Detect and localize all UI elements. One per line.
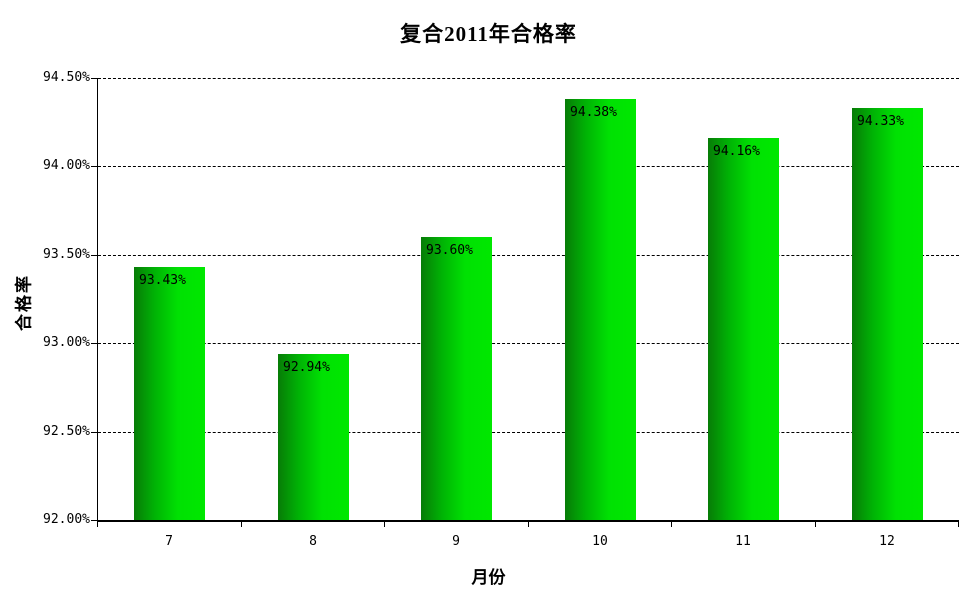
bar: 93.43% (134, 267, 205, 520)
bar-value-label: 94.16% (713, 144, 760, 159)
y-axis-tick (91, 254, 97, 256)
bar: 93.60% (421, 237, 492, 520)
x-tick-label: 8 (309, 534, 317, 549)
y-axis-tick (91, 78, 97, 79)
bar-value-label: 94.33% (857, 114, 904, 129)
bar-value-label: 92.94% (283, 360, 330, 375)
x-axis-tick (528, 521, 529, 527)
bar: 94.38% (565, 99, 636, 520)
gridline (98, 431, 959, 433)
y-tick-label: 93.00% (43, 335, 90, 351)
x-axis-title: 月份 (471, 568, 506, 587)
x-tick-label: 7 (165, 534, 173, 549)
gridline (98, 254, 959, 256)
bar: 94.33% (852, 108, 923, 520)
x-tick-label: 10 (592, 534, 608, 549)
bar: 92.94% (278, 354, 349, 520)
y-axis-tick (91, 520, 97, 521)
y-tick-label: 94.50% (43, 70, 90, 85)
x-tick-label: 9 (452, 534, 460, 549)
x-tick-label: 11 (735, 534, 751, 549)
y-tick-label: 92.00% (43, 512, 90, 527)
y-tick-label: 92.50% (43, 423, 90, 439)
x-axis-tick (671, 521, 672, 527)
x-axis-tick (241, 521, 242, 527)
x-axis-tick (97, 521, 98, 527)
gridline (98, 343, 959, 345)
y-axis-tick (91, 343, 97, 345)
bar-value-label: 93.60% (426, 243, 473, 258)
x-axis-tick (958, 521, 959, 527)
x-tick-label: 12 (879, 534, 895, 549)
y-tick-label: 93.50% (43, 246, 90, 262)
bar-value-label: 93.43% (139, 273, 186, 288)
y-axis-tick (91, 431, 97, 433)
bar-value-label: 94.38% (570, 105, 617, 120)
gridline (98, 78, 959, 79)
plot-area: 93.43% 92.94% 93.60% 94.38% 94.16% 94.33% (97, 78, 959, 522)
chart-title: 复合2011年合格率 (400, 22, 577, 46)
x-axis-tick (815, 521, 816, 527)
x-axis-tick (384, 521, 385, 527)
bar: 94.16% (708, 138, 779, 520)
gridline (98, 166, 959, 168)
y-axis-title: 合格率 (14, 274, 34, 331)
y-tick-label: 94.00% (43, 158, 90, 174)
y-axis-tick (91, 166, 97, 168)
